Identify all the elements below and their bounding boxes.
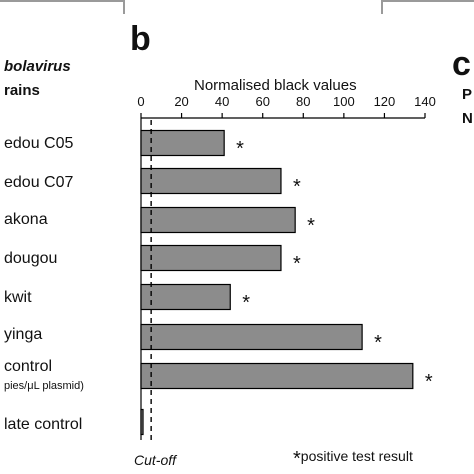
- bar: [140, 408, 144, 436]
- top-border-right: [383, 0, 474, 2]
- strain-header-line1: bolavirus: [4, 58, 71, 75]
- control-sublabel: pies/μL plasmid): [4, 380, 84, 392]
- strain-label-4: dougou: [4, 250, 58, 267]
- footnote-text: positive test result: [300, 448, 413, 464]
- x-tick-label: 120: [374, 94, 396, 109]
- x-tick-label: 20: [174, 94, 188, 109]
- x-tick-label: 140: [414, 94, 436, 109]
- strain-label-2: edou C07: [4, 174, 74, 191]
- bar: [140, 206, 296, 234]
- panel-c-text-1: P: [462, 86, 473, 103]
- x-axis-title: Normalised black values: [194, 77, 357, 94]
- bar: [140, 323, 363, 351]
- top-border-left: [0, 0, 123, 2]
- significance-marker: *: [293, 176, 301, 198]
- significance-marker: *: [242, 292, 250, 314]
- strain-label-7: control: [4, 358, 53, 375]
- x-tick-label: 60: [255, 94, 269, 109]
- cutoff-label: Cut-off: [134, 452, 177, 468]
- bar: [140, 283, 231, 311]
- significance-marker: *: [425, 371, 433, 393]
- bar: [140, 129, 225, 157]
- significance-marker: *: [236, 138, 244, 160]
- x-tick-label: 100: [333, 94, 355, 109]
- significance-marker: *: [307, 215, 315, 237]
- x-tick-label: 80: [296, 94, 310, 109]
- x-tick-label: 40: [215, 94, 229, 109]
- bar: [140, 362, 414, 390]
- panel-c-text-2: N: [462, 110, 473, 127]
- x-tick-label: 0: [137, 94, 144, 109]
- strain-header-line2: rains: [4, 82, 40, 99]
- panel-divider-right: [381, 0, 383, 14]
- strain-label-8: late control: [4, 416, 83, 433]
- footnote-star: *: [293, 448, 301, 470]
- strain-label-6: yinga: [4, 326, 43, 343]
- bar: [140, 167, 282, 195]
- significance-marker: *: [374, 332, 382, 354]
- footnote: *positive test result: [293, 448, 413, 471]
- significance-marker: *: [293, 253, 301, 275]
- strain-label-1: edou C05: [4, 135, 74, 152]
- strain-label-5: kwit: [4, 289, 32, 306]
- panel-c-letter: c: [452, 45, 471, 83]
- panel-b-letter: b: [130, 20, 151, 58]
- strain-label-3: akona: [4, 211, 48, 228]
- bar: [140, 244, 282, 272]
- panel-divider: [123, 0, 125, 14]
